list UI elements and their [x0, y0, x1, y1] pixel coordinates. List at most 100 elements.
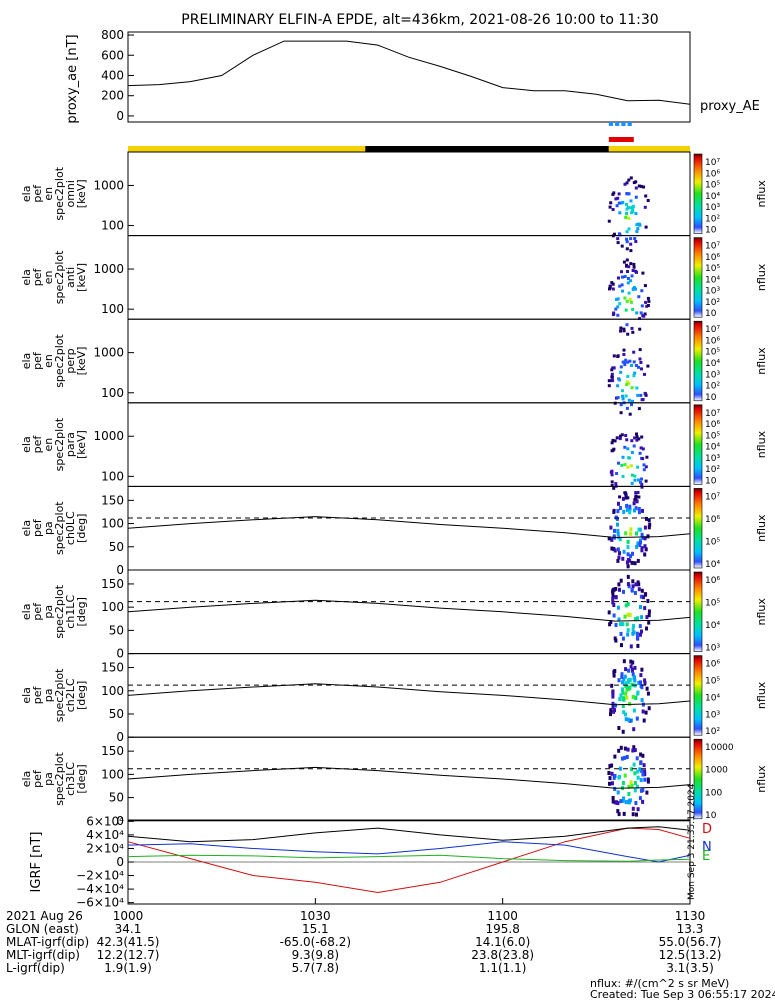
heatmap-cell [633, 771, 637, 776]
ephemeris-row-label: MLT-igrf(dip) [6, 948, 80, 962]
colorbar-label: 10² [705, 298, 720, 308]
heatmap-cell [646, 777, 650, 782]
ephemeris-row-label: MLAT-igrf(dip) [6, 935, 89, 949]
spin-dash-marker [615, 122, 620, 126]
heatmap-cell [620, 643, 623, 648]
igrf-panel: IGRF [nT] 6×10⁴4×10⁴2×10⁴0−2×10⁴−4×10⁴−6… [29, 783, 712, 909]
heatmap-cell [623, 363, 627, 367]
ephemeris-cell: 9.3(9.8) [292, 948, 340, 962]
heatmap-cell [626, 192, 630, 196]
heatmap-cell [619, 693, 623, 698]
igrf-ytick-label: 6×10⁴ [86, 814, 124, 828]
heatmap-cell [627, 792, 631, 796]
heatmap-cell [632, 360, 636, 364]
heatmap-cell [617, 555, 621, 560]
spec-panel-ylabel-line: ela [20, 353, 33, 370]
heatmap-cell [622, 509, 626, 514]
colorbar-unit: nflux [755, 263, 768, 291]
heatmap-cell [626, 496, 630, 500]
heatmap-cell [617, 726, 621, 730]
heatmap-cell [633, 508, 636, 513]
heatmap-cell [630, 451, 634, 454]
heatmap-cell [624, 603, 628, 608]
heatmap-cell [621, 622, 625, 627]
heatmap-cell [615, 204, 619, 208]
heatmap-cell [634, 491, 638, 495]
heatmap-cell [629, 531, 633, 536]
colorbar-unit: nflux [755, 347, 768, 375]
heatmap-cell [621, 687, 624, 692]
spec-ytick-label: 150 [101, 493, 124, 507]
heatmap-cell [612, 486, 616, 490]
spec-panel-ylabel-line: [deg] [75, 597, 88, 626]
heatmap-cell [612, 709, 616, 714]
heatmap-cell [607, 219, 611, 223]
spec-panel-ylabel-line: pef [31, 351, 44, 370]
heatmap-cell [612, 673, 616, 678]
heatmap-cell [635, 438, 639, 442]
loss-cone-curve [127, 516, 691, 539]
heatmap-cell [614, 703, 617, 708]
heatmap-cell [611, 781, 614, 786]
heatmap-cell [639, 311, 643, 315]
igrf-ytick-label: −6×10⁴ [76, 896, 124, 910]
spec-panel-ylabel-line: en [42, 271, 55, 285]
orbit-bar-segment [608, 146, 690, 152]
heatmap-cell [609, 620, 613, 625]
heatmap-cell [626, 747, 630, 752]
heatmap-cell [618, 437, 622, 441]
colorbar-label: 10³ [705, 370, 720, 380]
heatmap-cell [628, 510, 632, 515]
heatmap-cell [629, 300, 633, 304]
heatmap-cell [619, 370, 623, 374]
heatmap-cell [629, 554, 633, 559]
heatmap-cell [642, 185, 645, 189]
heatmap-cell [637, 527, 641, 532]
heatmap-cell [608, 764, 612, 769]
spec-panel-ylabel-line: [deg] [75, 681, 88, 710]
heatmap-cell [625, 507, 629, 512]
indicator-bars [128, 122, 690, 152]
heatmap-cell [634, 506, 638, 511]
heatmap-cell [618, 378, 622, 382]
heatmap-cell [637, 295, 641, 299]
heatmap-cell [643, 391, 647, 395]
heatmap-cell [631, 579, 635, 584]
colorbar-unit: nflux [755, 514, 768, 542]
heatmap-cell [643, 312, 647, 316]
heatmap-cell [638, 348, 642, 352]
igrf-ytick-label: −2×10⁴ [76, 869, 124, 883]
igrf-legend-e: E [702, 849, 710, 864]
heatmap-cell [641, 753, 645, 758]
heatmap-cell [635, 311, 639, 315]
heatmap-cell [635, 499, 639, 504]
heatmap-cell [633, 371, 637, 375]
heatmap-cell [617, 617, 621, 622]
footer-units: nflux: #/(cm^2 s sr MeV) [590, 977, 729, 990]
heatmap-cell [619, 631, 623, 636]
heatmap-cell [609, 470, 613, 474]
heatmap-cell [636, 807, 640, 812]
heatmap-cell [625, 438, 629, 442]
colorbar-label: 10⁷ [705, 409, 720, 419]
heatmap-cell [646, 691, 650, 696]
heatmap-cell [646, 779, 650, 784]
heatmap-cell [643, 606, 647, 611]
proxy-ae-ytick-label: 800 [101, 28, 124, 42]
spec-panel-ylabel-line: ch0LC [64, 511, 77, 545]
heatmap-cell [636, 580, 640, 585]
spec-ytick-label: 100 [101, 219, 124, 233]
spec-ytick-label: 1000 [93, 346, 124, 360]
heatmap-cell [640, 615, 644, 620]
spec-panel-ylabel-line: pef [31, 267, 44, 286]
igrf-line-n [127, 841, 691, 863]
heatmap-cell [632, 444, 636, 448]
colorbar-label: 10⁵ [705, 599, 720, 609]
heatmap-cell [642, 468, 646, 472]
igrf-lines [127, 826, 691, 894]
heatmap-cell [626, 539, 630, 544]
spec-panel-ylabel-line: ela [20, 687, 33, 704]
